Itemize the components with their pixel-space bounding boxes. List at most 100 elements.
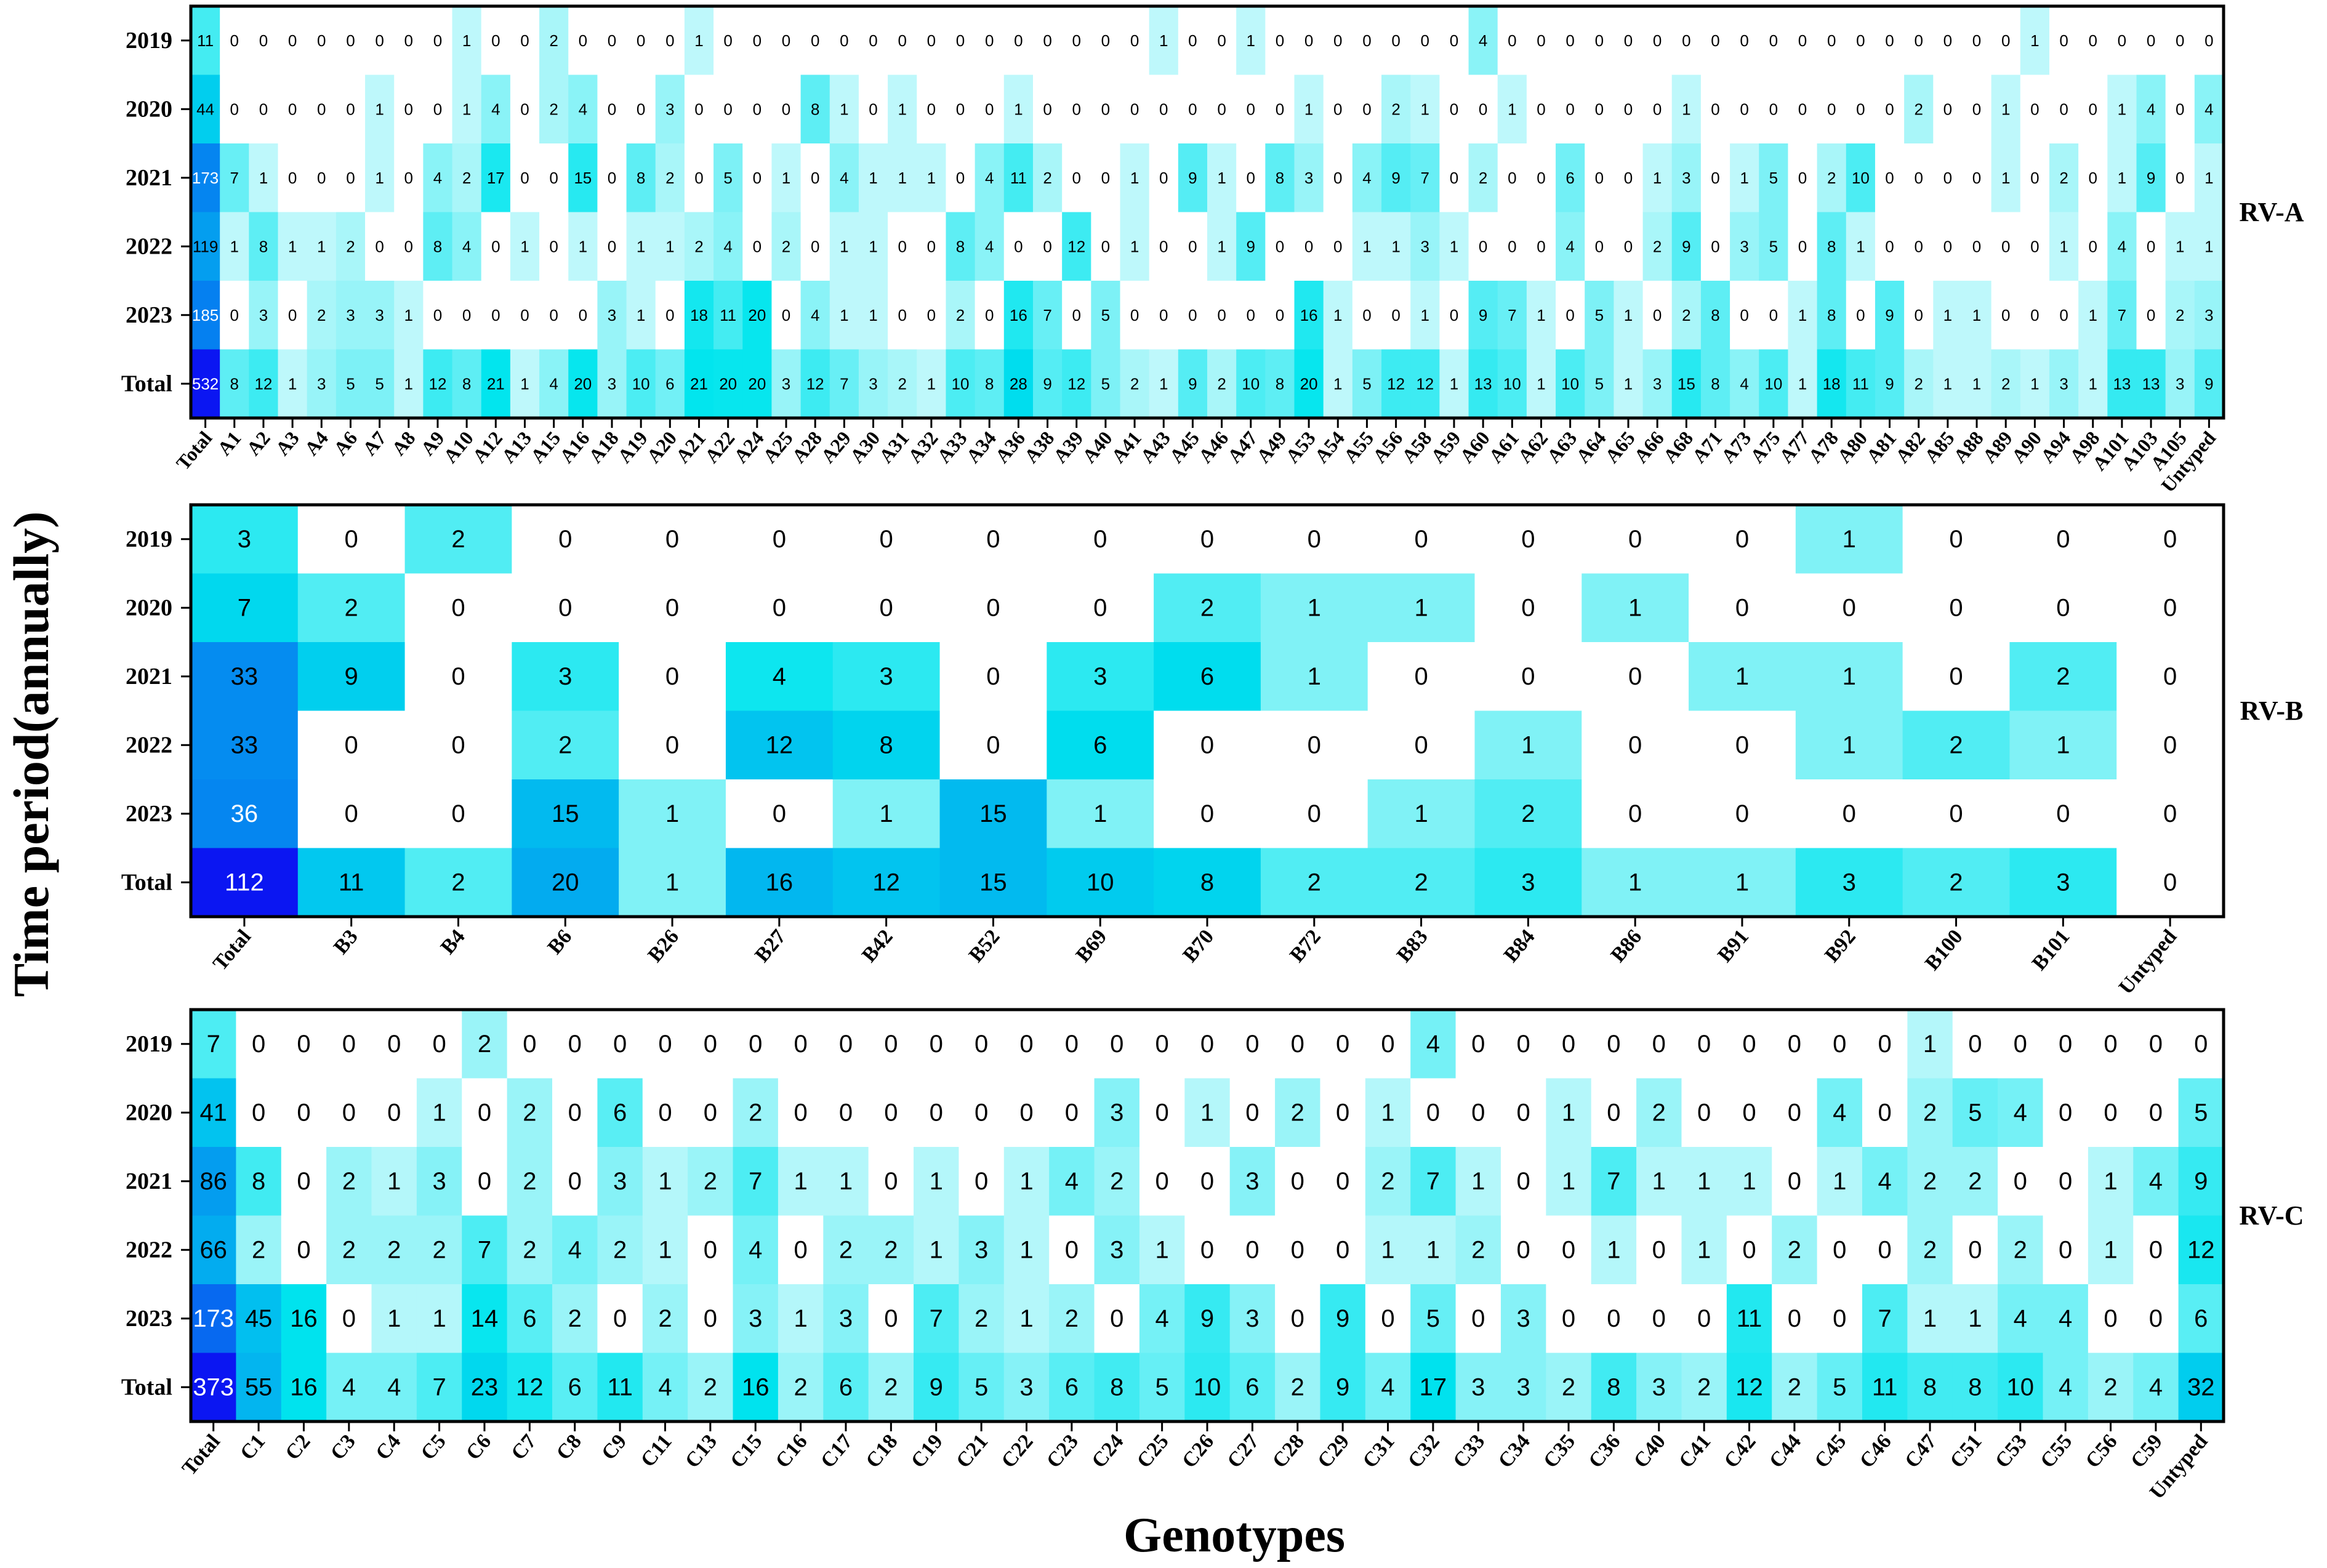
column-label: A58 [1397, 427, 1436, 467]
heatmap-cell [688, 1078, 734, 1148]
cell-value-label: 0 [523, 1031, 536, 1058]
cell-value-label: 0 [1101, 169, 1110, 187]
cell-value-label: 1 [794, 1305, 807, 1332]
cell-value-label: 1 [1421, 100, 1429, 118]
column-label: A29 [816, 427, 855, 467]
cell-value-label: 8 [1200, 869, 1214, 896]
cell-value-label: 45 [245, 1305, 273, 1332]
cell-value-label: 0 [1740, 31, 1748, 50]
cell-value-label: 0 [1291, 1236, 1304, 1263]
column-label: A39 [1049, 427, 1088, 467]
cell-value-label: 0 [2001, 306, 2010, 324]
cell-value-label: 0 [986, 663, 1000, 690]
heatmap-cell [1236, 281, 1266, 350]
cell-value-label: 119 [193, 237, 218, 255]
heatmap-cell [452, 74, 482, 144]
cell-value-label: 0 [1537, 237, 1545, 255]
heatmap-cell [512, 710, 619, 780]
heatmap-cell [1642, 6, 1673, 76]
heatmap-cell [1642, 74, 1673, 144]
heatmap-cell [917, 143, 947, 213]
heatmap-cell [423, 143, 453, 213]
cell-value-label: 2 [451, 869, 465, 896]
heatmap-cell [1642, 143, 1673, 213]
heatmap-cell [1120, 349, 1150, 419]
heatmap-cell [1032, 6, 1063, 76]
heatmap-cell [1846, 74, 1876, 144]
cell-value-label: 1 [1742, 1168, 1756, 1195]
heatmap-cell [1236, 212, 1266, 281]
cell-value-label: 5 [1769, 169, 1778, 187]
cell-value-label: 0 [975, 1031, 988, 1058]
heatmap-cell [1689, 710, 1796, 780]
heatmap-cell [1229, 1078, 1276, 1148]
cell-value-label: 8 [956, 237, 965, 255]
cell-value-label: 0 [2059, 1168, 2072, 1195]
cell-value-label: 2 [839, 1236, 853, 1263]
cell-value-label: 4 [1878, 1168, 1892, 1195]
column-label: C51 [1946, 1430, 1987, 1473]
cell-value-label: 0 [956, 169, 965, 187]
cell-value-label: 1 [840, 100, 848, 118]
heatmap-cell [1759, 349, 1789, 419]
heatmap-cell [1260, 573, 1368, 643]
cell-value-label: 0 [1972, 169, 1981, 187]
cell-value-label: 3 [432, 1168, 446, 1195]
heatmap-cell [1149, 6, 1179, 76]
cell-value-label: 0 [1159, 237, 1168, 255]
cell-value-label: 2 [1697, 1373, 1711, 1401]
cell-value-label: 11 [1852, 374, 1869, 393]
row-label: 2020 [126, 96, 172, 122]
heatmap-cell [858, 349, 888, 419]
heatmap-cell [297, 779, 406, 849]
cell-value-label: 0 [2059, 1236, 2072, 1263]
cell-value-label: 1 [1697, 1168, 1711, 1195]
heatmap-cell [1933, 212, 1963, 281]
heatmap-cell [888, 281, 917, 350]
heatmap-cell [326, 1147, 372, 1216]
cell-value-label: 532 [192, 374, 219, 393]
heatmap-cell [733, 1078, 779, 1148]
cell-value-label: 0 [753, 169, 762, 187]
cell-value-label: 28 [1010, 374, 1027, 393]
cell-value-label: 2 [1043, 169, 1051, 187]
cell-value-label: 0 [986, 594, 1000, 621]
heatmap-cell [191, 1078, 236, 1148]
cell-value-label: 0 [694, 169, 703, 187]
heatmap-cell [1154, 505, 1261, 574]
cell-value-label: 3 [869, 374, 877, 393]
row-label: Total [121, 869, 172, 895]
column-label: B69 [1072, 925, 1112, 967]
cell-value-label: 1 [1537, 306, 1545, 324]
heatmap-cell [2116, 505, 2224, 574]
heatmap-cell [800, 74, 830, 144]
heatmap-cell [1410, 1147, 1457, 1216]
cell-value-label: 0 [956, 100, 965, 118]
heatmap-cell [191, 212, 220, 281]
heatmap-cell [2049, 349, 2079, 419]
cell-value-label: 0 [927, 100, 936, 118]
cell-value-label: 2 [462, 169, 471, 187]
heatmap-cell [1352, 212, 1382, 281]
cell-value-label: 0 [986, 526, 1000, 553]
heatmap-cell [1003, 281, 1034, 350]
cell-value-label: 2 [1923, 1236, 1937, 1263]
heatmap-cell [642, 1010, 688, 1079]
heatmap-cell [404, 573, 512, 643]
heatmap-cell [713, 281, 743, 350]
cell-value-label: 0 [975, 1099, 988, 1126]
cell-value-label: 0 [753, 237, 762, 255]
cell-value-label: 2 [1788, 1373, 1801, 1401]
heatmap-cell [326, 1284, 372, 1354]
cell-value-label: 2 [1414, 869, 1428, 896]
column-label: A55 [1339, 427, 1378, 467]
cell-value-label: 0 [927, 306, 936, 324]
heatmap-cell [1788, 212, 1818, 281]
cell-value-label: 0 [2176, 169, 2184, 187]
heatmap-cell [1365, 1078, 1411, 1148]
cell-value-label: 1 [1247, 31, 1255, 50]
cell-value-label: 0 [2163, 663, 2177, 690]
cell-value-label: 0 [2163, 869, 2177, 896]
cell-value-label: 0 [2030, 306, 2039, 324]
heatmap-cell [1294, 212, 1324, 281]
